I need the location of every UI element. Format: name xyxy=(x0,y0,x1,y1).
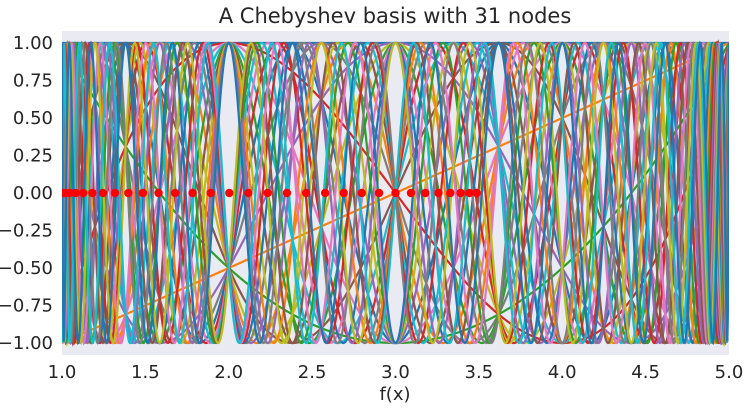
node-marker-15 xyxy=(244,188,253,198)
node-marker-25 xyxy=(421,188,430,198)
x-tick-label: 4.0 xyxy=(548,362,577,383)
x-tick-label: 2.0 xyxy=(214,362,243,383)
chart-title: A Chebyshev basis with 31 nodes xyxy=(219,4,572,28)
node-marker-30 xyxy=(472,188,481,198)
node-markers xyxy=(62,188,481,198)
node-marker-29 xyxy=(465,188,474,198)
y-tick-label: −0.25 xyxy=(0,221,53,242)
x-tick-label: 1.0 xyxy=(48,362,77,383)
y-tick-label: −1.00 xyxy=(0,333,53,354)
x-tick-label: 1.5 xyxy=(131,362,160,383)
node-marker-28 xyxy=(456,188,465,198)
y-tick-label: 0.00 xyxy=(13,183,53,204)
y-axis-ticks: 1.00 0.75 0.50 0.25 0.00 −0.25 −0.50 −0.75 −1.00 xyxy=(0,33,53,354)
node-marker-9 xyxy=(138,188,148,198)
node-marker-2 xyxy=(65,188,74,198)
node-marker-23 xyxy=(391,188,400,198)
node-marker-27 xyxy=(446,188,455,198)
node-marker-19 xyxy=(320,188,330,198)
node-marker-24 xyxy=(406,188,416,198)
y-tick-label: 1.00 xyxy=(13,33,53,54)
y-tick-label: −0.75 xyxy=(0,296,53,317)
y-tick-label: 0.50 xyxy=(13,108,53,129)
node-marker-21 xyxy=(357,188,366,198)
y-tick-label: 0.75 xyxy=(13,71,53,92)
node-marker-8 xyxy=(124,188,133,198)
x-axis-ticks: 1.0 1.5 2.0 2.5 3.0 3.5 4.0 4.5 5.0 xyxy=(48,362,744,383)
node-marker-17 xyxy=(282,188,292,198)
node-marker-18 xyxy=(301,188,311,198)
node-marker-20 xyxy=(339,188,348,198)
y-tick-label: 0.25 xyxy=(13,146,53,167)
node-marker-4 xyxy=(78,188,88,198)
x-tick-label: 3.0 xyxy=(381,362,410,383)
node-marker-22 xyxy=(374,188,384,198)
node-marker-10 xyxy=(154,188,163,198)
node-marker-11 xyxy=(170,188,180,198)
x-tick-label: 2.5 xyxy=(298,362,327,383)
node-marker-7 xyxy=(110,188,120,198)
x-axis-label: f(x) xyxy=(379,384,410,405)
node-marker-16 xyxy=(263,188,272,198)
y-tick-label: −0.50 xyxy=(0,258,53,279)
x-tick-label: 4.5 xyxy=(631,362,660,383)
node-marker-3 xyxy=(71,188,80,198)
node-marker-26 xyxy=(434,188,443,198)
node-marker-12 xyxy=(188,188,197,198)
node-marker-13 xyxy=(206,188,215,198)
node-marker-14 xyxy=(225,188,234,198)
series-line-T30 xyxy=(62,40,729,345)
node-marker-5 xyxy=(88,188,97,198)
x-tick-label: 5.0 xyxy=(715,362,744,383)
x-tick-label: 3.5 xyxy=(465,362,494,383)
node-marker-6 xyxy=(98,188,108,198)
